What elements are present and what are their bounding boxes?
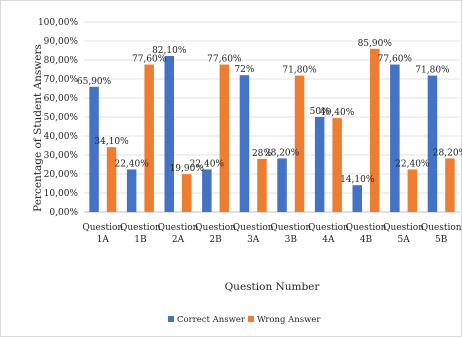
bar-wrong [294,75,305,212]
data-label: 22,40% [395,159,430,169]
data-label: 28% [252,149,272,159]
y-tick-label: 10,00% [44,189,79,199]
bar-wrong [445,158,455,212]
data-label: 77,60% [132,55,167,65]
y-tick-label: 40,00% [44,132,79,142]
bar-correct [89,86,99,212]
legend-swatch-wrong [248,316,254,322]
bar-correct [390,64,400,212]
bar-correct [352,185,362,212]
x-category-label: Question 4A [308,223,349,245]
bar-wrong [257,158,267,212]
data-label: 49,40% [320,108,355,118]
legend-label: Correct Answer [177,315,246,325]
data-label: 28,20% [265,148,300,158]
bar-wrong [407,169,418,212]
bar-wrong [370,48,380,212]
bar-wrong [106,147,117,212]
bar-wrong [332,118,342,212]
bar-wrong [219,64,230,212]
x-category-label: Question 2A [158,223,199,245]
data-label: 77,60% [207,55,242,65]
data-label: 14,10% [340,175,375,185]
y-tick-label: 30,00% [44,151,79,161]
y-tick-label: 50,00% [44,113,79,123]
y-tick-label: 90,00% [44,37,79,47]
x-category-label: Question 4B [346,223,387,245]
bars [89,48,455,213]
y-tick-label: 70,00% [44,75,79,85]
data-label: 28,20% [433,148,462,158]
x-axis-title: Question Number [225,281,321,293]
y-tick-label: 100,00% [38,18,78,28]
y-tick-label: 60,00% [44,94,79,104]
y-tick-label: 20,00% [44,170,79,180]
bar-correct [427,75,438,212]
bar-correct [164,56,174,213]
data-label: 71,80% [282,66,317,76]
legend-label: Wrong Answer [257,315,321,325]
x-category-label: Question 1A [82,223,123,245]
data-label: 50% [310,107,330,117]
data-label: 19,90% [170,164,205,174]
y-axis-title: Percentage of Student Answers [32,44,44,212]
x-category-label: Question 3A [233,223,274,245]
y-tick-label: 0,00% [49,208,78,218]
data-label: 65,90% [77,77,112,87]
data-label: 71,80% [415,66,450,76]
y-tick-label: 80,00% [44,56,79,66]
data-label: 77,60% [378,55,413,65]
x-category-label: Question 1B [120,223,161,245]
data-label: 34,10% [94,137,129,147]
bar-correct [314,117,325,212]
bar-correct [277,158,287,212]
legend: Correct Answer Wrong Answer [168,315,321,325]
bar-correct [126,169,137,212]
x-category-label: Question 5A [383,223,424,245]
data-labels: 65,90%34,10%22,40%77,60%82,10%19,90%22,4… [77,39,462,185]
bar-wrong [182,174,192,212]
x-category-label: Question 3B [270,223,311,245]
bar-correct [239,75,250,212]
bar-wrong [144,64,154,212]
y-axis-ticks: 0,00% 10,00% 20,00% 30,00% 40,00% 50,00% 60,00… [38,18,78,218]
x-category-label: Question 2B [195,223,236,245]
data-label: 72% [234,65,254,75]
x-category-label: Question 5B [421,223,462,245]
data-label: 22,40% [114,159,149,169]
bar-correct [202,169,212,212]
data-label: 82,10% [152,46,187,56]
data-label: 85,90% [358,39,393,49]
legend-swatch-correct [168,316,174,322]
data-label: 22,40% [190,159,225,169]
